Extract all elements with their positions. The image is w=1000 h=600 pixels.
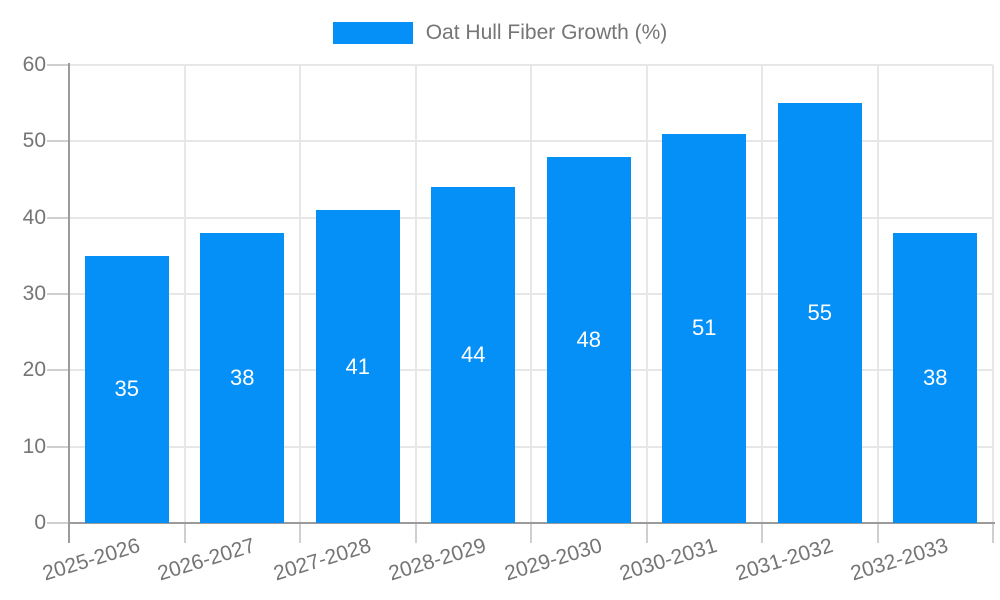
bar-2031-2032[interactable] — [777, 103, 862, 523]
ytick-mark-50 — [47, 140, 69, 143]
y-axis-line — [68, 63, 70, 543]
bar-2027-2028[interactable] — [315, 210, 400, 523]
xtick-label-2027-2028: 2027-2028 — [270, 534, 374, 586]
legend[interactable]: Oat Hull Fiber Growth (%) — [0, 19, 1000, 47]
xtick-mark-5 — [645, 523, 648, 543]
xtick-label-2025-2026: 2025-2026 — [39, 534, 143, 586]
xtick-label-2028-2029: 2028-2029 — [386, 534, 489, 586]
ytick-label-30: 30 — [22, 282, 46, 305]
ytick-mark-0 — [47, 522, 69, 524]
bar-2030-2031[interactable] — [662, 133, 747, 523]
ytick-mark-60 — [47, 64, 69, 66]
xtick-mark-6 — [761, 523, 763, 543]
ytick-label-0: 0 — [34, 511, 46, 534]
ytick-label-50: 50 — [22, 129, 46, 153]
bar-value-2025-2026: 35 — [114, 376, 139, 402]
bar-value-2028-2029: 44 — [461, 342, 486, 368]
bar-value-2029-2030: 48 — [576, 326, 601, 352]
legend-swatch[interactable] — [332, 22, 413, 44]
ytick-label-40: 40 — [22, 205, 46, 229]
xtick-label-2031-2032: 2031-2032 — [732, 534, 836, 586]
ytick-mark-10 — [47, 445, 69, 448]
ytick-label-20: 20 — [22, 358, 46, 382]
gridline-x-boundary-5 — [645, 65, 648, 523]
gridline-x-boundary-7 — [876, 65, 879, 523]
xtick-label-2029-2030: 2029-2030 — [501, 534, 605, 586]
xtick-label-2030-2031: 2030-2031 — [617, 534, 720, 586]
xtick-mark-4 — [530, 523, 532, 543]
bar-2026-2027[interactable] — [200, 232, 285, 523]
gridline-x-boundary-6 — [761, 65, 763, 523]
xtick-label-2026-2027: 2026-2027 — [155, 534, 258, 586]
ytick-label-10: 10 — [22, 434, 46, 458]
gridline-x-boundary-3 — [414, 65, 417, 523]
ytick-label-60: 60 — [22, 53, 46, 76]
xtick-label-2032-2033: 2032-2033 — [848, 534, 951, 586]
ytick-mark-40 — [47, 216, 69, 219]
bar-value-2027-2028: 41 — [345, 353, 370, 379]
xtick-mark-1 — [183, 523, 186, 543]
gridline-x-boundary-2 — [299, 65, 301, 523]
bar-2029-2030[interactable] — [546, 156, 631, 523]
x-axis-line — [68, 522, 995, 524]
xtick-mark-2 — [299, 523, 301, 543]
xtick-mark-8 — [992, 523, 994, 543]
ytick-mark-30 — [47, 293, 69, 295]
xtick-mark-7 — [876, 523, 879, 543]
ytick-mark-20 — [47, 369, 69, 372]
bar-2025-2026[interactable] — [84, 255, 169, 523]
bar-2028-2029[interactable] — [431, 187, 516, 523]
bar-value-2031-2032: 55 — [807, 300, 832, 326]
gridline-x-boundary-1 — [183, 65, 186, 523]
bar-value-2032-2033: 38 — [923, 364, 948, 390]
xtick-mark-3 — [414, 523, 417, 543]
bar-value-2026-2027: 38 — [230, 364, 255, 390]
gridline-x-boundary-4 — [530, 65, 532, 523]
gridline-x-boundary-8 — [992, 65, 994, 523]
legend-label: Oat Hull Fiber Growth (%) — [425, 21, 668, 44]
bar-2032-2033[interactable] — [893, 232, 978, 523]
bar-value-2030-2031: 51 — [692, 315, 717, 341]
